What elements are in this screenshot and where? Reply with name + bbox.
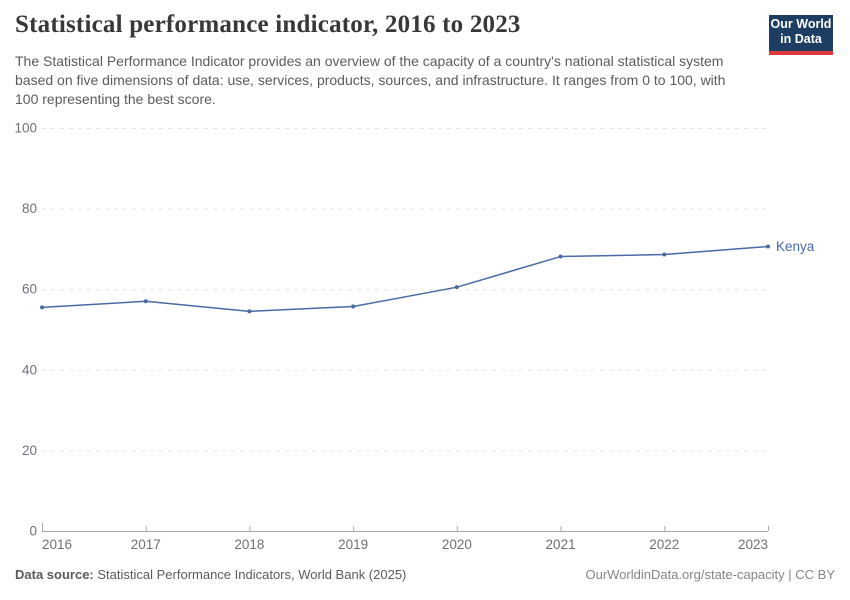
y-axis-tick-label: 100 [14, 121, 37, 136]
data-source-label: Data source: [15, 567, 94, 582]
x-axis-tick-label: 2022 [649, 537, 679, 552]
y-axis-tick-label: 20 [22, 443, 37, 458]
x-axis-tick-label: 2023 [738, 537, 768, 552]
data-point [766, 244, 770, 249]
data-point [662, 252, 667, 257]
data-point [454, 285, 459, 290]
data-source: Data source: Statistical Performance Ind… [15, 567, 406, 582]
credit-link[interactable]: OurWorldinData.org/state-capacity | CC B… [585, 567, 835, 582]
owid-logo-line1: Our World [770, 17, 832, 31]
data-source-text: Statistical Performance Indicators, Worl… [97, 567, 407, 582]
owid-logo-line2: in Data [780, 32, 822, 46]
x-axis-tick-label: 2016 [42, 537, 72, 552]
x-axis-tick-label: 2017 [131, 537, 161, 552]
series-line [41, 245, 769, 313]
data-point [558, 254, 563, 259]
y-axis-tick-label: 0 [29, 524, 37, 539]
series-end-label: Kenya [776, 239, 815, 254]
data-point [247, 309, 252, 314]
data-point [351, 304, 356, 309]
x-axis-tick-label: 2021 [546, 537, 576, 552]
page-title: Statistical performance indicator, 2016 … [15, 11, 521, 38]
x-axis-tick-label: 2018 [234, 537, 264, 552]
owid-logo: Our World in Data [769, 15, 833, 55]
data-point [143, 299, 148, 304]
x-axis-tick-label: 2020 [442, 537, 472, 552]
line-chart: 0 20 40 60 80 100 2016 2017 2018 2019 2020 2021 2022… [14, 121, 815, 553]
data-point [40, 305, 44, 310]
x-axis-tick-label: 2019 [338, 537, 368, 552]
chart-footer: Data source: Statistical Performance Ind… [15, 567, 835, 582]
y-axis-tick-label: 60 [22, 282, 37, 297]
chart-subtitle: The Statistical Performance Indicator pr… [15, 53, 726, 107]
y-axis-tick-label: 40 [22, 362, 37, 377]
y-axis-tick-label: 80 [22, 201, 37, 216]
